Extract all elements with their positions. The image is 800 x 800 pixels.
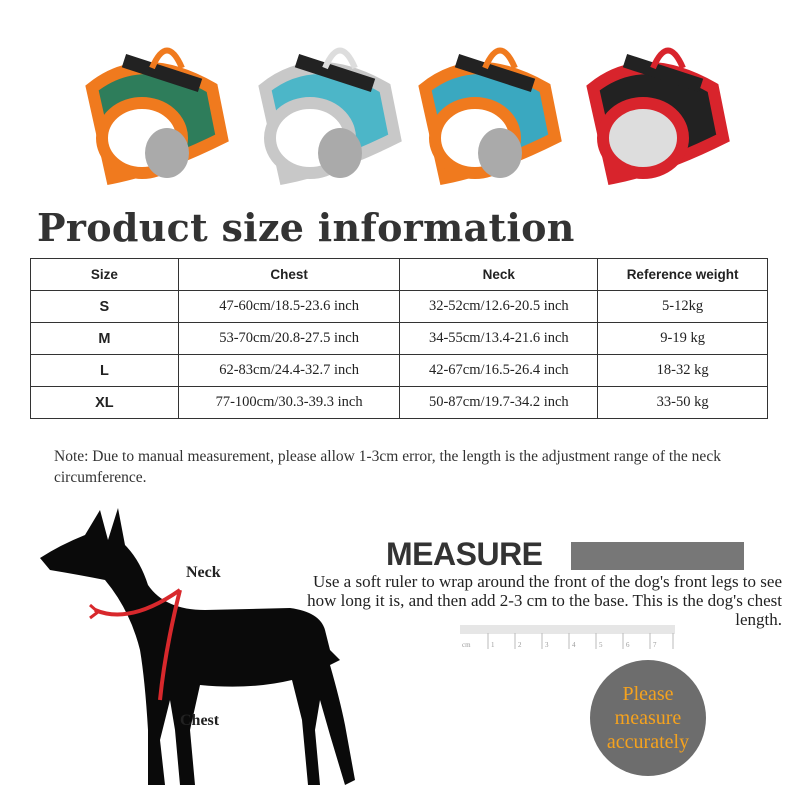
table-header-row: Size Chest Neck Reference weight <box>30 258 768 291</box>
cell-chest: 77-100cm/30.3-39.3 inch <box>177 386 401 419</box>
cell-neck: 50-87cm/19.7-34.2 inch <box>399 386 599 419</box>
chest-label: Chest <box>180 712 220 729</box>
cell-size: L <box>30 354 179 387</box>
table-row: S 47-60cm/18.5-23.6 inch 32-52cm/12.6-20… <box>30 290 768 323</box>
badge-line: accurately <box>606 731 690 753</box>
ruler-tick: 3 <box>545 641 549 649</box>
dog-silhouette-illustration <box>40 508 355 785</box>
badge-line: measure <box>614 707 682 729</box>
header-weight: Reference weight <box>597 258 768 291</box>
harness-image-orange-green <box>85 47 229 186</box>
ruler-tick: 1 <box>491 641 495 649</box>
page-title: Product size information <box>37 205 575 250</box>
cell-weight: 18-32 kg <box>597 354 768 387</box>
header-chest: Chest <box>177 258 401 291</box>
table-row: M 53-70cm/20.8-27.5 inch 34-55cm/13.4-21… <box>30 322 768 355</box>
measure-heading: MEASURE <box>386 536 543 572</box>
harness-image-red <box>586 47 730 186</box>
cell-weight: 33-50 kg <box>597 386 768 419</box>
table-row: L 62-83cm/24.4-32.7 inch 42-67cm/16.5-26… <box>30 354 768 387</box>
cell-weight: 9-19 kg <box>597 322 768 355</box>
cell-neck: 34-55cm/13.4-21.6 inch <box>399 322 599 355</box>
harness-image-grey-blue <box>258 47 402 186</box>
ruler-tick: 6 <box>626 641 630 649</box>
measure-accurately-badge: Please measure accurately <box>590 660 706 776</box>
table-row: XL 77-100cm/30.3-39.3 inch 50-87cm/19.7-… <box>30 386 768 419</box>
header-neck: Neck <box>399 258 599 291</box>
ruler-illustration: cm 1 2 3 4 5 6 7 <box>460 625 675 649</box>
ruler-unit: cm <box>462 641 471 649</box>
cell-chest: 62-83cm/24.4-32.7 inch <box>177 354 401 387</box>
measure-instructions: Use a soft ruler to wrap around the fron… <box>307 572 782 629</box>
cell-size: M <box>30 322 179 355</box>
cell-size: XL <box>30 386 179 419</box>
cell-size: S <box>30 290 179 323</box>
cell-neck: 32-52cm/12.6-20.5 inch <box>399 290 599 323</box>
measure-heading-bar <box>571 542 744 570</box>
harness-image-orange-blue <box>418 47 562 186</box>
ruler-tick: 4 <box>572 641 576 649</box>
ruler-tick: 5 <box>599 641 603 649</box>
ruler-tick: 2 <box>518 641 522 649</box>
neck-label: Neck <box>186 564 221 581</box>
cell-neck: 42-67cm/16.5-26.4 inch <box>399 354 599 387</box>
size-table: Size Chest Neck Reference weight S 47-60… <box>30 258 768 419</box>
cell-chest: 47-60cm/18.5-23.6 inch <box>177 290 401 323</box>
badge-line: Please <box>622 683 674 705</box>
measurement-note: Note: Due to manual measurement, please … <box>54 448 721 486</box>
cell-weight: 5-12kg <box>597 290 768 323</box>
header-size: Size <box>30 258 179 291</box>
cell-chest: 53-70cm/20.8-27.5 inch <box>177 322 401 355</box>
ruler-tick: 7 <box>653 641 657 649</box>
